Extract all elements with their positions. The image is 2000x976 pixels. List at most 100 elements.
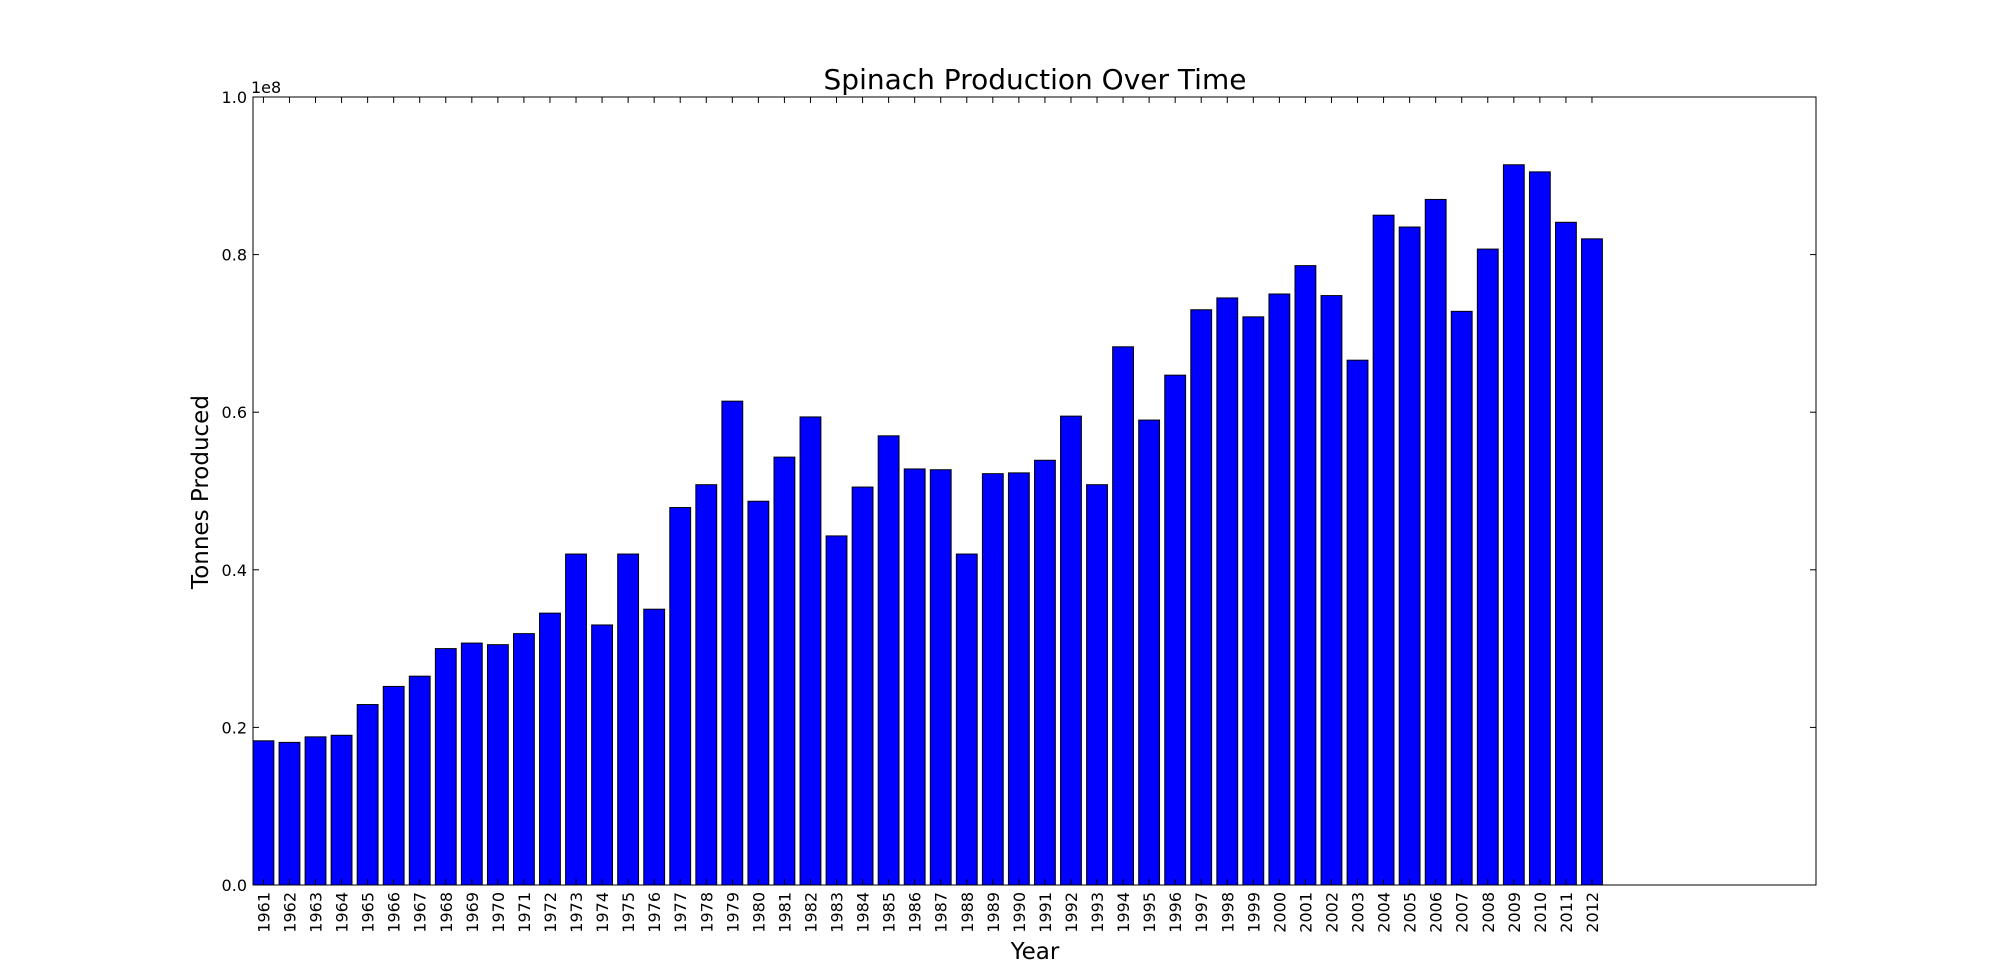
bar-1981 <box>773 456 796 886</box>
bar-2005 <box>1398 226 1421 886</box>
x-tick-label-1985: 1985 <box>880 892 899 933</box>
x-tick-label-1998: 1998 <box>1218 892 1237 933</box>
bar-1988 <box>955 553 978 886</box>
x-tick-label-1978: 1978 <box>697 892 716 933</box>
bar-1961 <box>252 740 275 886</box>
x-tick-label-1970: 1970 <box>489 892 508 933</box>
x-tick-label-1991: 1991 <box>1036 892 1055 933</box>
x-tick-label-1995: 1995 <box>1140 892 1159 933</box>
bar-1989 <box>981 473 1004 886</box>
bar-1967 <box>408 675 431 886</box>
bar-1993 <box>1086 484 1108 886</box>
bar-1994 <box>1112 346 1134 886</box>
bar-1976 <box>643 608 666 886</box>
y-tick-label-0.8: 0.8 <box>222 246 247 265</box>
bar-1972 <box>539 612 561 886</box>
bar-1975 <box>617 553 640 886</box>
x-tick-label-1966: 1966 <box>385 892 404 933</box>
bar-2004 <box>1372 214 1395 886</box>
chart-title: Spinach Production Over Time <box>824 63 1247 96</box>
bar-2010 <box>1528 171 1551 886</box>
bar-1962 <box>278 741 301 886</box>
y-tick-label-0.4: 0.4 <box>222 561 247 580</box>
bar-1982 <box>799 416 822 886</box>
x-tick-label-1976: 1976 <box>645 892 664 933</box>
x-tick-label-1992: 1992 <box>1062 892 1081 933</box>
x-tick-label-1973: 1973 <box>567 892 586 933</box>
bar-1986 <box>903 468 926 886</box>
bar-1997 <box>1190 309 1213 886</box>
x-tick-label-1972: 1972 <box>541 892 560 933</box>
x-tick-label-1969: 1969 <box>463 892 482 933</box>
x-tick-label-2007: 2007 <box>1453 892 1472 933</box>
y-tick-label-1.0: 1.0 <box>222 88 247 107</box>
x-tick-label-2001: 2001 <box>1296 892 1315 933</box>
bar-1979 <box>721 400 744 886</box>
x-tick-label-1997: 1997 <box>1192 892 1211 933</box>
plot-frame <box>252 96 1817 886</box>
x-tick-label-2002: 2002 <box>1322 892 1341 933</box>
x-tick-label-2004: 2004 <box>1375 892 1394 933</box>
bar-2011 <box>1555 221 1577 886</box>
x-tick-label-1989: 1989 <box>984 892 1003 933</box>
x-tick-label-1988: 1988 <box>958 892 977 933</box>
bar-1970 <box>486 644 509 886</box>
x-tick-label-2011: 2011 <box>1557 892 1576 933</box>
x-tick-label-1961: 1961 <box>254 892 273 933</box>
bar-2003 <box>1346 359 1369 886</box>
x-tick-label-1965: 1965 <box>359 892 378 933</box>
x-tick-label-1987: 1987 <box>932 892 951 933</box>
bar-1973 <box>565 553 587 886</box>
bar-1984 <box>851 486 874 886</box>
x-tick-label-1982: 1982 <box>801 892 820 933</box>
x-tick-label-1964: 1964 <box>333 892 352 933</box>
x-tick-label-1983: 1983 <box>828 892 847 933</box>
x-tick-label-2006: 2006 <box>1427 892 1446 933</box>
bar-1980 <box>747 500 770 886</box>
bar-2007 <box>1450 310 1473 886</box>
x-tick-label-1977: 1977 <box>671 892 690 933</box>
x-tick-label-1999: 1999 <box>1244 892 1263 933</box>
x-tick-labels: 1961 1962 1963 1964 1965 1966 1967 1968 1969 1970… <box>254 892 1602 933</box>
bar-1964 <box>330 734 353 886</box>
y-tick-label-0.6: 0.6 <box>222 403 247 422</box>
bar-1974 <box>591 624 613 886</box>
x-tick-label-1994: 1994 <box>1114 892 1133 933</box>
bar-2000 <box>1268 293 1291 886</box>
bar-1990 <box>1007 472 1030 886</box>
x-tick-label-2003: 2003 <box>1349 892 1368 933</box>
y-axis-label: Tonnes Produced <box>188 395 214 590</box>
axes-group <box>252 96 1817 886</box>
y-tick-labels: 0.0 0.2 0.4 0.6 0.8 1.0 <box>222 88 247 895</box>
x-tick-label-1974: 1974 <box>593 892 612 933</box>
bar-1992 <box>1060 415 1082 886</box>
x-tick-label-1967: 1967 <box>411 892 430 933</box>
x-tick-label-1993: 1993 <box>1088 892 1107 933</box>
bar-1995 <box>1138 419 1161 886</box>
x-tick-label-1971: 1971 <box>515 892 534 933</box>
x-tick-label-2012: 2012 <box>1583 892 1602 933</box>
x-tick-label-1996: 1996 <box>1166 892 1185 933</box>
x-tick-label-1990: 1990 <box>1010 892 1029 933</box>
bar-2001 <box>1294 265 1317 886</box>
x-tick-label-1963: 1963 <box>307 892 326 933</box>
x-tick-label-1975: 1975 <box>619 892 638 933</box>
x-tick-label-1981: 1981 <box>775 892 794 933</box>
bar-1969 <box>460 642 483 886</box>
bar-2008 <box>1476 248 1499 886</box>
x-tick-label-2010: 2010 <box>1531 892 1550 933</box>
bar-1999 <box>1242 316 1265 886</box>
y-offset-label: 1e8 <box>251 78 281 97</box>
y-tick-label-0.2: 0.2 <box>222 718 247 737</box>
bar-1963 <box>304 736 327 886</box>
bar-1987 <box>929 469 952 886</box>
bar-1968 <box>434 648 457 886</box>
bar-2012 <box>1581 238 1603 886</box>
x-tick-label-1984: 1984 <box>854 892 873 933</box>
x-tick-label-2008: 2008 <box>1479 892 1498 933</box>
bar-1977 <box>669 507 692 886</box>
bar-2002 <box>1320 295 1343 886</box>
x-tick-label-1962: 1962 <box>280 892 299 933</box>
bar-1983 <box>825 535 848 886</box>
